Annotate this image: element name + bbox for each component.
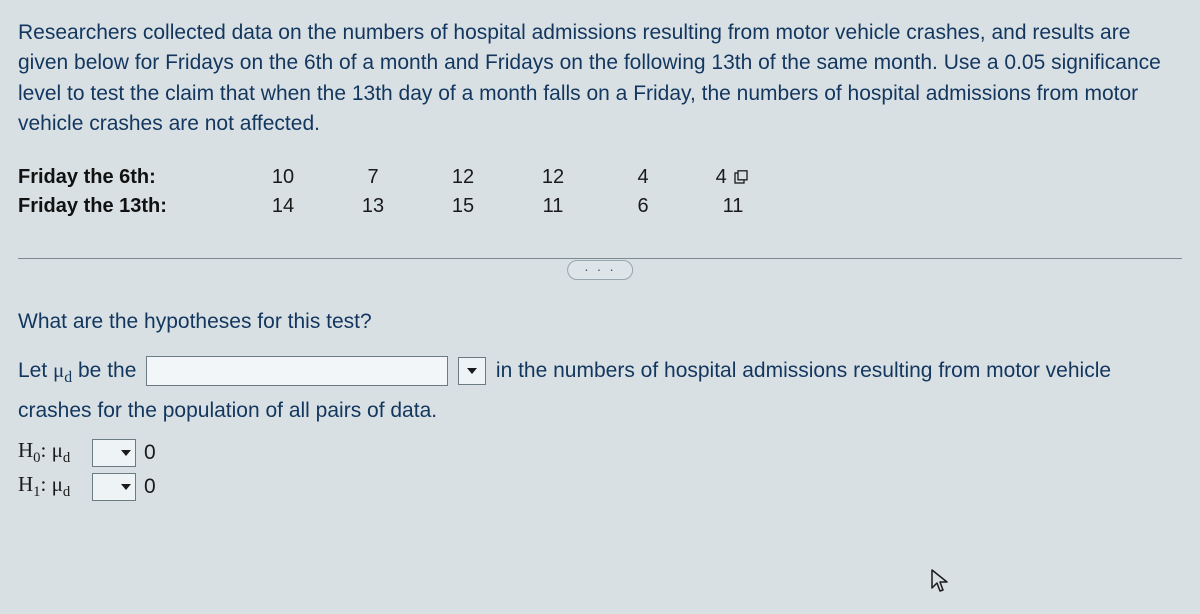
h0-row: H0: μd 0 bbox=[18, 436, 1182, 470]
h1-row: H1: μd 0 bbox=[18, 470, 1182, 504]
h0-operator-dropdown[interactable] bbox=[92, 439, 136, 467]
row-label-13th: Friday the 13th: bbox=[18, 195, 238, 218]
table-cell: 6 bbox=[598, 195, 688, 218]
table-cell-value: 4 bbox=[716, 166, 727, 188]
mu-symbol: μd bbox=[53, 358, 72, 382]
text-after-mu: be the bbox=[72, 359, 142, 382]
hypotheses-block: H0: μd 0 H1: μd 0 bbox=[18, 436, 1182, 504]
copy-icon[interactable] bbox=[734, 170, 750, 184]
h0-label: H0: μd bbox=[18, 438, 90, 467]
section-divider bbox=[18, 258, 1182, 259]
table-cell: 15 bbox=[418, 195, 508, 218]
table-cell: 10 bbox=[238, 166, 328, 189]
text-line2: crashes for the population of all pairs … bbox=[18, 399, 437, 422]
table-cell: 4 bbox=[688, 166, 778, 189]
table-cell: 12 bbox=[508, 166, 598, 189]
expand-pill[interactable]: · · · bbox=[567, 260, 633, 280]
h1-rhs: 0 bbox=[144, 475, 156, 499]
data-table: Friday the 6th: 10 7 12 12 4 4 Friday th… bbox=[18, 166, 1182, 218]
h1-label: H1: μd bbox=[18, 472, 90, 501]
table-cell: 4 bbox=[598, 166, 688, 189]
problem-prompt: Researchers collected data on the number… bbox=[18, 18, 1182, 140]
mouse-cursor-icon bbox=[930, 568, 950, 594]
text-after-blank: in the numbers of hospital admissions re… bbox=[496, 359, 1111, 382]
h0-rhs: 0 bbox=[144, 441, 156, 465]
table-cell: 11 bbox=[688, 195, 778, 218]
dropdown-toggle[interactable] bbox=[458, 357, 486, 385]
table-cell: 11 bbox=[508, 195, 598, 218]
blank-input[interactable] bbox=[146, 356, 448, 386]
table-cell: 14 bbox=[238, 195, 328, 218]
fill-in-sentence: Let μd be the in the numbers of hospital… bbox=[18, 352, 1182, 430]
table-cell: 13 bbox=[328, 195, 418, 218]
hypothesis-question: What are the hypotheses for this test? bbox=[18, 310, 1182, 334]
text-lead: Let bbox=[18, 359, 53, 382]
table-cell: 7 bbox=[328, 166, 418, 189]
row-label-6th: Friday the 6th: bbox=[18, 166, 238, 189]
h1-operator-dropdown[interactable] bbox=[92, 473, 136, 501]
table-cell: 12 bbox=[418, 166, 508, 189]
